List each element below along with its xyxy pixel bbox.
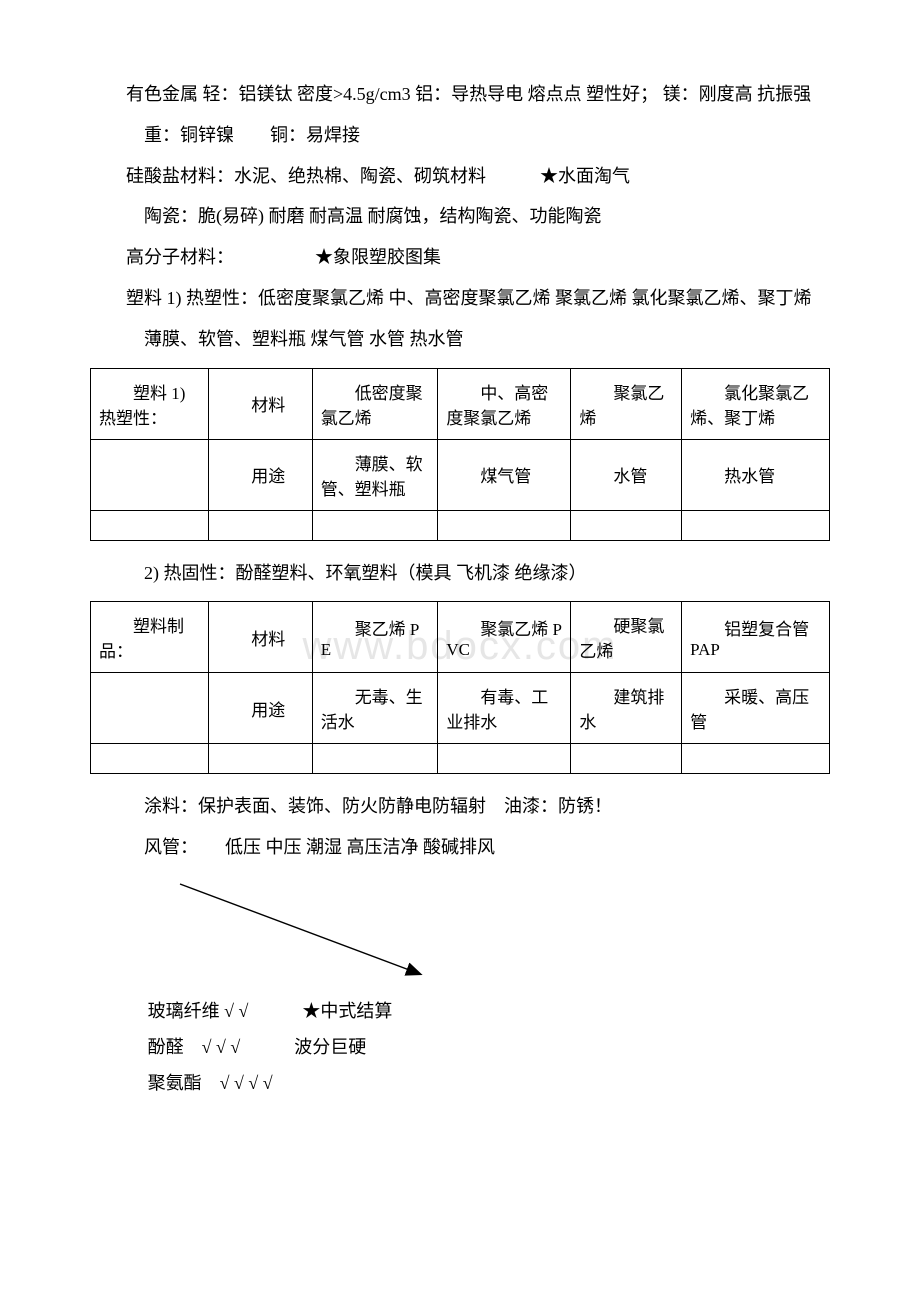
table-row: 塑料 1) 热塑性： 材料 低密度聚氯乙烯 中、高密度聚氯乙烯 聚氯乙烯 氯化聚… (91, 368, 830, 439)
table-cell: 薄膜、软管、塑料瓶 (312, 439, 438, 510)
table-cell: 用途 (209, 439, 312, 510)
table-cell: 硬聚氯乙烯 (571, 602, 682, 673)
table-cell: 建筑排水 (571, 673, 682, 744)
table-cell: 聚氯乙烯 PVC (438, 602, 571, 673)
table-cell: 采暖、高压管 (682, 673, 830, 744)
table-cell (91, 439, 209, 510)
check-line: 酚醛 √ √ √ 波分巨硬 (148, 1030, 830, 1064)
table-row (91, 510, 830, 540)
table-cell (312, 510, 438, 540)
table-cell: 材料 (209, 368, 312, 439)
table-cell: 塑料 1) 热塑性： (91, 368, 209, 439)
table-cell: 聚氯乙烯 (571, 368, 682, 439)
check-line: 聚氨酯 √ √ √ √ (148, 1066, 830, 1100)
table-cell (312, 744, 438, 774)
check-list: 玻璃纤维 √ √ ★中式结算 酚醛 √ √ √ 波分巨硬 聚氨酯 √ √ √ √ (148, 994, 830, 1101)
paragraph: 塑料 1) 热塑性：低密度聚氯乙烯 中、高密度聚氯乙烯 聚氯乙烯 氯化聚氯乙烯、… (90, 284, 830, 313)
paragraph: 重：铜锌镍 铜：易焊接 (90, 121, 830, 150)
table-cell: 聚乙烯 PE (312, 602, 438, 673)
paragraph: 有色金属 轻：铝镁钛 密度>4.5g/cm3 铝：导热导电 熔点点 塑性好； 镁… (90, 80, 830, 109)
table-cell (209, 744, 312, 774)
table-cell: 水管 (571, 439, 682, 510)
table-cell: 塑料制品： (91, 602, 209, 673)
table-cell (91, 673, 209, 744)
table-cell: 无毒、生活水 (312, 673, 438, 744)
table-cell: 氯化聚氯乙烯、聚丁烯 (682, 368, 830, 439)
table-row: 塑料制品： 材料 聚乙烯 PE 聚氯乙烯 PVC 硬聚氯乙烯 铝塑复合管 PAP (91, 602, 830, 673)
table-row: 用途 无毒、生活水 有毒、工业排水 建筑排水 采暖、高压管 (91, 673, 830, 744)
table-cell: 煤气管 (438, 439, 571, 510)
paragraph: 风管： 低压 中压 潮湿 高压洁净 酸碱排风 (90, 833, 830, 862)
table-cell (438, 744, 571, 774)
table-cell: 中、高密度聚氯乙烯 (438, 368, 571, 439)
paragraph: 2) 热固性：酚醛塑料、环氧塑料（模具 飞机漆 绝缘漆） (90, 559, 830, 588)
table-cell: 低密度聚氯乙烯 (312, 368, 438, 439)
table-cell: 热水管 (682, 439, 830, 510)
document-body: 有色金属 轻：铝镁钛 密度>4.5g/cm3 铝：导热导电 熔点点 塑性好； 镁… (90, 80, 830, 1101)
table-cell (571, 510, 682, 540)
table-row: 用途 薄膜、软管、塑料瓶 煤气管 水管 热水管 (91, 439, 830, 510)
table-cell: 铝塑复合管 PAP (682, 602, 830, 673)
table-cell: 用途 (209, 673, 312, 744)
table-cell: 材料 (209, 602, 312, 673)
table-cell (682, 510, 830, 540)
table-cell: 有毒、工业排水 (438, 673, 571, 744)
table-cell (209, 510, 312, 540)
table-cell (91, 744, 209, 774)
table-cell (571, 744, 682, 774)
table-plastic-products: 塑料制品： 材料 聚乙烯 PE 聚氯乙烯 PVC 硬聚氯乙烯 铝塑复合管 PAP… (90, 601, 830, 774)
arrow-icon (90, 874, 830, 984)
paragraph: 硅酸盐材料：水泥、绝热棉、陶瓷、砌筑材料 ★水面淘气 (90, 162, 830, 191)
arrow-diagram (90, 874, 830, 984)
paragraph: 高分子材料： ★象限塑胶图集 (90, 243, 830, 272)
table-row (91, 744, 830, 774)
paragraph: 薄膜、软管、塑料瓶 煤气管 水管 热水管 (90, 325, 830, 354)
paragraph: 涂料：保护表面、装饰、防火防静电防辐射 油漆：防锈！ (90, 792, 830, 821)
paragraph: 陶瓷：脆(易碎) 耐磨 耐高温 耐腐蚀，结构陶瓷、功能陶瓷 (90, 202, 830, 231)
table-cell (438, 510, 571, 540)
table-cell (682, 744, 830, 774)
table-thermoplastic: 塑料 1) 热塑性： 材料 低密度聚氯乙烯 中、高密度聚氯乙烯 聚氯乙烯 氯化聚… (90, 368, 830, 541)
table-cell (91, 510, 209, 540)
check-line: 玻璃纤维 √ √ ★中式结算 (148, 994, 830, 1028)
